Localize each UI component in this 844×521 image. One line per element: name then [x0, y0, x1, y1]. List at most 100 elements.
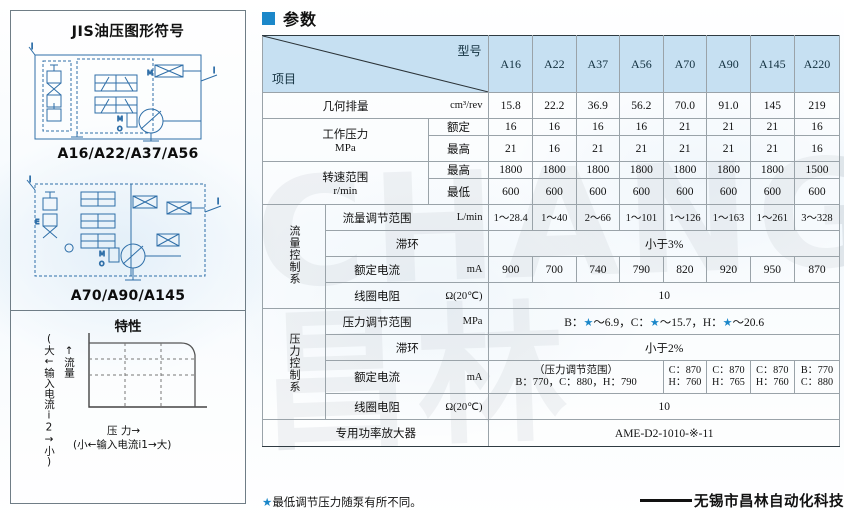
header-item-label: 项目 — [272, 72, 297, 86]
header-model-a220: A220 — [793, 35, 841, 93]
row-label-displacement: 几何排量 — [262, 92, 429, 119]
row-label-working-pressure-text: 工作压力 — [322, 129, 369, 141]
group-label-pressure-control: 压力控制系 — [262, 308, 326, 420]
svg-text:E: E — [35, 218, 39, 226]
header-model-label: 型号 — [457, 44, 482, 58]
pressure-current-a70-line2: H：760 — [668, 377, 702, 388]
cell-speed-min-a22: 600 — [532, 178, 577, 205]
characteristic-curve-plot — [88, 333, 207, 408]
subrow-label-max-pressure: 最高 — [427, 135, 490, 162]
row-label-pressure-rated-current: 额定电流 — [325, 360, 429, 394]
section-title: 参数 — [283, 10, 318, 29]
char-y-axis-outer-label: (大←输入电流i2→小) — [43, 333, 55, 468]
header-model-a90: A90 — [706, 35, 751, 93]
hydraulic-schematic-a16-a56: i i M — [28, 42, 218, 142]
symbol-1-caption: A16/A22/A37/A56 — [57, 146, 199, 162]
svg-text:i: i — [217, 197, 219, 206]
table-row-displacement: 几何排量 cm³/rev 15.8 22.2 36.9 56.2 70.0 91… — [262, 92, 841, 119]
section-marker-icon — [262, 11, 275, 25]
table-row-flow-rated-current: 额定电流 mA 900 700 740 790 820 920 950 870 — [263, 256, 841, 283]
row-unit-working-pressure: MPa — [334, 142, 356, 154]
header-model-a70: A70 — [662, 35, 708, 93]
row-unit-displacement: cm³/rev — [428, 92, 490, 119]
table-row-speed-max: 转速范围 r/min 最高 1800 1800 1800 1800 1800 1… — [262, 161, 841, 205]
cell-flow-current-a16: 900 — [488, 256, 533, 283]
row-unit-pressure-rated-current: mA — [428, 360, 490, 394]
cell-displacement-a145: 145 — [749, 92, 795, 119]
cell-flow-current-a145: 950 — [749, 256, 795, 283]
cell-flow-current-a37: 740 — [575, 256, 621, 283]
subrow-label-rated: 额定 — [427, 118, 490, 136]
cell-wp-rated-a90: 21 — [706, 118, 751, 136]
star-icon-h: ★ — [722, 316, 733, 329]
cell-flow-range-a70: 1～126 — [662, 204, 708, 231]
table-row-flow-adjust-range: 流量控制系 流量调节范围 L/min 1～28.4 1～40 2～66 1～10… — [262, 204, 841, 309]
row-label-speed-range-text: 转速范围 — [322, 172, 369, 184]
subrow-label-speed-min: 最低 — [427, 178, 490, 205]
company-rule — [640, 499, 692, 502]
cell-speed-min-a56: 600 — [619, 178, 664, 205]
cell-flow-current-a22: 700 — [532, 256, 577, 283]
panel-divider — [11, 310, 245, 311]
cell-displacement-a37: 36.9 — [575, 92, 621, 119]
svg-text:i: i — [31, 42, 33, 51]
svg-text:M: M — [117, 115, 123, 123]
row-label-flow-adjust-range: 流量调节范围 — [325, 204, 429, 231]
row-label-flow-hysteresis: 滞环 — [324, 230, 490, 257]
cell-speed-min-a70: 600 — [662, 178, 708, 205]
cell-speed-min-a145: 600 — [749, 178, 795, 205]
row-label-speed-range: 转速范围 r/min — [262, 161, 429, 205]
svg-text:O: O — [99, 260, 105, 268]
cell-speed-max-a16: 1800 — [488, 161, 533, 179]
table-row-flow-coil-resistance: 线圈电阻 Ω(20℃) 10 — [263, 282, 840, 309]
hydraulic-schematic-a70-a145: i i E M O — [26, 175, 222, 281]
svg-text:M: M — [99, 250, 105, 258]
subrow-label-speed-max: 最高 — [427, 161, 490, 179]
cell-wp-rated-a22: 16 — [532, 118, 577, 136]
cell-flow-range-a16: 1～28.4 — [488, 204, 533, 231]
row-label-pressure-adjust-range: 压力调节范围 — [325, 308, 429, 335]
row-label-flow-coil-resistance: 线圈电阻 — [325, 282, 429, 309]
pressure-current-a145-line2: H：760 — [755, 377, 789, 388]
cell-wp-max-a16: 21 — [488, 135, 533, 162]
group-label-flow-control: 流量控制系 — [262, 204, 326, 309]
cell-pressure-current-a70: C：870 H：760 — [662, 360, 708, 394]
cell-pressure-current-a145: C：870 H：760 — [749, 360, 795, 394]
cell-speed-max-a220: 1500 — [793, 161, 841, 179]
pressure-current-a90-line2: H：765 — [712, 377, 745, 388]
footnote-text: 最低调节压力随泵有所不同。 — [272, 495, 422, 509]
table-row-flow-hysteresis: 滞环 小于3% — [263, 230, 840, 257]
char-y-axis-inner-label: ↑流量 — [63, 345, 75, 378]
cell-wp-max-a37: 21 — [575, 135, 621, 162]
cell-displacement-a220: 219 — [793, 92, 841, 119]
table-row-working-pressure-rated: 工作压力 MPa 额定 16 16 16 16 21 21 21 16 — [262, 118, 841, 162]
table-row-speed-min: 最低 600 600 600 600 600 600 600 600 — [263, 178, 841, 205]
cell-flow-range-a56: 1～101 — [619, 204, 664, 231]
row-unit-flow-coil-resistance: Ω(20℃) — [428, 282, 490, 309]
diagonal-line — [263, 36, 489, 92]
group-label-flow-control-text: 流量控制系 — [288, 225, 300, 285]
svg-text:O: O — [117, 125, 123, 133]
cell-speed-min-a16: 600 — [488, 178, 533, 205]
cell-amplifier-value: AME-D2-1010-※-11 — [488, 419, 840, 447]
cell-displacement-a70: 70.0 — [662, 92, 708, 119]
cell-speed-min-a90: 600 — [706, 178, 751, 205]
symbol-2-caption: A70/A90/A145 — [70, 288, 186, 304]
row-unit-flow-rated-current: mA — [428, 256, 490, 283]
pressure-current-a220-line2: C：880 — [800, 377, 834, 388]
section-header: 参数 — [262, 6, 317, 30]
cell-speed-max-a56: 1800 — [619, 161, 664, 179]
row-unit-pressure-adjust-range: MPa — [428, 308, 490, 335]
cell-speed-max-a145: 1800 — [749, 161, 795, 179]
pressure-current-merged-line1: （压力调节范围） — [534, 364, 619, 376]
cell-wp-rated-a16: 16 — [488, 118, 533, 136]
header-model-a16: A16 — [488, 35, 533, 93]
row-unit-flow-adjust-range: L/min — [428, 204, 490, 231]
cell-wp-max-a145: 21 — [749, 135, 795, 162]
pressure-range-c-prefix: C： — [630, 316, 650, 329]
cell-pressure-current-merged: （压力调节范围） B：770，C：880，H：790 — [488, 360, 664, 394]
cell-wp-rated-a145: 21 — [749, 118, 795, 136]
cell-wp-max-a56: 21 — [619, 135, 664, 162]
cell-wp-max-a70: 21 — [662, 135, 708, 162]
characteristic-chart: 特性 (大←输入电流i2→小) ↑流量 压 力→ (小←输入电流i1→大) — [11, 311, 245, 468]
